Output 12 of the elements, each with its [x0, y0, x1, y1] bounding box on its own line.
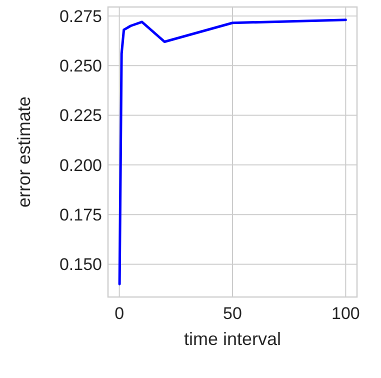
x-tick-label: 0 — [114, 304, 124, 323]
x-tick-label: 100 — [331, 304, 360, 323]
x-tick-label: 50 — [223, 304, 242, 323]
line-series — [118, 18, 347, 286]
y-tick-label: 0.175 — [59, 206, 102, 225]
y-tick-label: 0.150 — [59, 255, 102, 274]
y-tick-label: 0.225 — [59, 106, 102, 126]
y-tick-label: 0.250 — [59, 56, 102, 76]
x-axis-title: time interval — [184, 329, 282, 349]
y-tick-label: 0.275 — [59, 6, 102, 26]
y-axis-title: error estimate — [14, 96, 34, 208]
y-tick-label: 0.200 — [59, 156, 102, 175]
